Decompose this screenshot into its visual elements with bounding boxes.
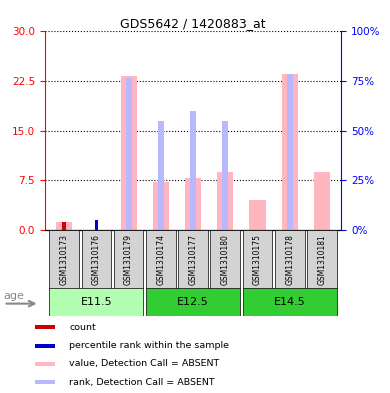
Bar (190, 111, 196, 230)
Text: GSM1310177: GSM1310177 (188, 234, 198, 285)
Bar (222, 121, 228, 230)
Title: GDS5642 / 1420883_at: GDS5642 / 1420883_at (120, 17, 266, 30)
Text: GSM1310179: GSM1310179 (124, 234, 133, 285)
Bar (153, 182, 169, 230)
Bar (178, 230, 208, 289)
Bar (158, 121, 164, 230)
Text: value, Detection Call = ABSENT: value, Detection Call = ABSENT (69, 359, 219, 368)
Text: GSM1310181: GSM1310181 (317, 234, 326, 285)
Text: GSM1310173: GSM1310173 (60, 234, 69, 285)
Text: GSM1310175: GSM1310175 (253, 234, 262, 285)
Bar (282, 74, 298, 230)
Bar (217, 172, 233, 230)
Bar (287, 74, 292, 230)
Bar (50, 288, 144, 316)
Text: percentile rank within the sample: percentile rank within the sample (69, 341, 229, 350)
Bar (35, 380, 55, 384)
Bar (114, 230, 144, 289)
Bar (243, 230, 272, 289)
Text: E12.5: E12.5 (177, 297, 209, 307)
Bar (307, 230, 337, 289)
Text: age: age (4, 291, 25, 301)
Bar (275, 230, 305, 289)
Bar (35, 343, 55, 348)
Bar (50, 230, 79, 289)
Bar (82, 230, 111, 289)
Bar (35, 325, 55, 329)
Text: E14.5: E14.5 (274, 297, 306, 307)
Bar (146, 288, 240, 316)
Bar (35, 362, 55, 366)
Text: GSM1310180: GSM1310180 (221, 234, 230, 285)
Text: GSM1310176: GSM1310176 (92, 234, 101, 285)
Bar (250, 200, 266, 230)
Bar (126, 78, 131, 230)
Bar (243, 288, 337, 316)
Bar (56, 222, 72, 230)
Bar (146, 230, 176, 289)
Bar (185, 178, 201, 230)
Bar (62, 222, 66, 230)
Text: rank, Detection Call = ABSENT: rank, Detection Call = ABSENT (69, 378, 215, 387)
Text: E11.5: E11.5 (81, 297, 112, 307)
Bar (211, 230, 240, 289)
Text: GSM1310174: GSM1310174 (156, 234, 165, 285)
Text: GSM1310178: GSM1310178 (285, 234, 294, 285)
Bar (314, 172, 330, 230)
Bar (121, 76, 136, 230)
Text: count: count (69, 323, 96, 332)
Bar (95, 220, 98, 230)
